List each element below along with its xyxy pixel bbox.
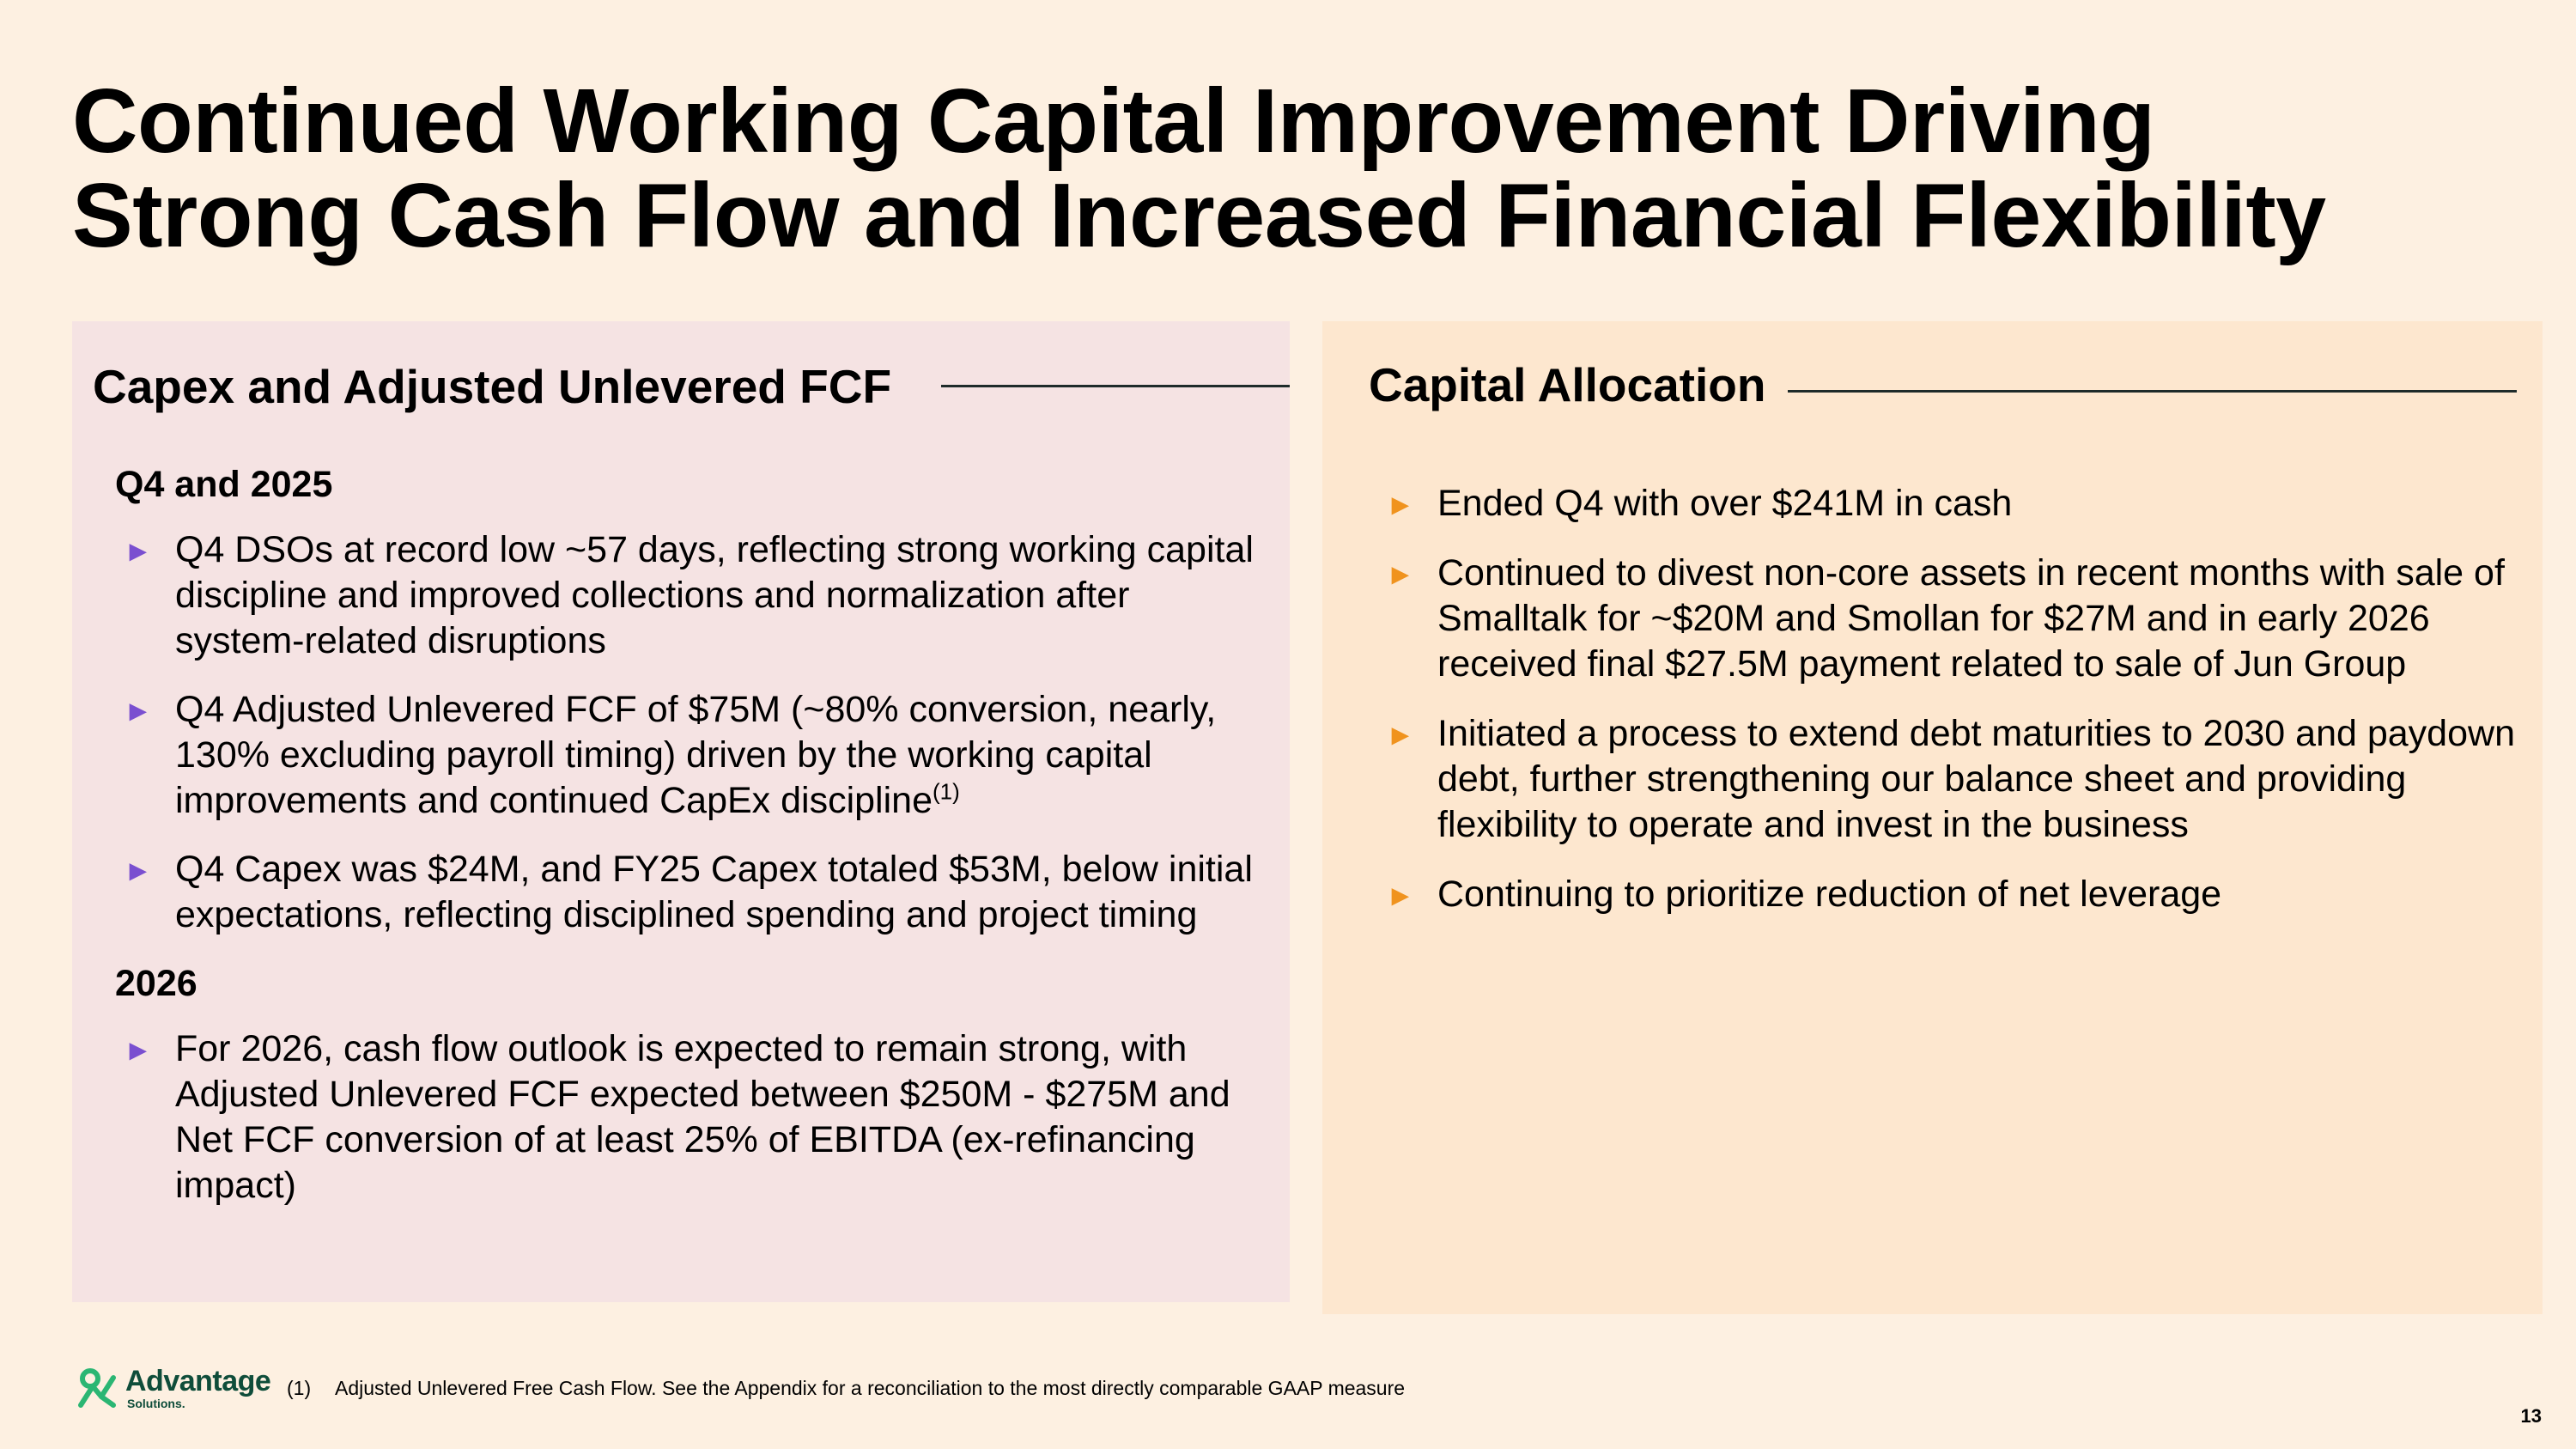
bullet-text: Ended Q4 with over $241M in cash: [1437, 483, 2013, 524]
bullet-item: ► Q4 Adjusted Unlevered FCF of $75M (~80…: [115, 687, 1266, 824]
logo-wordmark: Advantage: [125, 1365, 271, 1397]
bullet-item: ► Q4 Capex was $24M, and FY25 Capex tota…: [115, 847, 1266, 938]
bullet-item: ► Ended Q4 with over $241M in cash: [1377, 481, 2528, 527]
bullet-text: Continued to divest non-core assets in r…: [1437, 552, 2505, 685]
capital-allocation-content: ► Ended Q4 with over $241M in cash ► Con…: [1377, 481, 2528, 941]
bullet-list: ► Q4 DSOs at record low ~57 days, reflec…: [115, 527, 1266, 938]
bullet-item: ► Initiated a process to extend debt mat…: [1377, 711, 2528, 848]
bullet-text: Initiated a process to extend debt matur…: [1437, 713, 2515, 845]
slide-title-line-1: Continued Working Capital Improvement Dr…: [72, 70, 2155, 172]
bullet-list: ► Ended Q4 with over $241M in cash ► Con…: [1377, 481, 2528, 917]
bullet-item: ► Continued to divest non-core assets in…: [1377, 551, 2528, 687]
bullet-arrow-icon: ►: [124, 695, 153, 728]
bullet-arrow-icon: ►: [124, 535, 153, 568]
bullet-arrow-icon: ►: [1386, 558, 1415, 591]
bullet-item: ► For 2026, cash flow outlook is expecte…: [115, 1026, 1266, 1209]
capital-allocation-panel: Capital Allocation ► Ended Q4 with over …: [1322, 321, 2543, 1314]
capex-fcf-content: Q4 and 2025 ► Q4 DSOs at record low ~57 …: [115, 462, 1266, 1232]
bullet-text: Continuing to prioritize reduction of ne…: [1437, 874, 2222, 915]
bullet-arrow-icon: ►: [124, 1034, 153, 1067]
bullet-text: Q4 DSOs at record low ~57 days, reflecti…: [175, 529, 1254, 661]
company-logo: Advantage Solutions.: [76, 1366, 271, 1414]
advantage-logo-icon: [78, 1368, 116, 1408]
footnote-text: Adjusted Unlevered Free Cash Flow. See t…: [335, 1377, 1406, 1399]
capex-fcf-panel: Capex and Adjusted Unlevered FCF Q4 and …: [72, 321, 1290, 1302]
logo-subtext: Solutions.: [127, 1397, 185, 1410]
bullet-item: ► Q4 DSOs at record low ~57 days, reflec…: [115, 527, 1266, 664]
bullet-arrow-icon: ►: [1386, 880, 1415, 912]
section-subhead-2026: 2026: [115, 963, 197, 1004]
bullet-arrow-icon: ►: [1386, 489, 1415, 521]
page-number: 13: [2520, 1405, 2542, 1427]
bullet-arrow-icon: ►: [124, 855, 153, 887]
section-subhead-q4-2025: Q4 and 2025: [115, 464, 333, 505]
bullet-arrow-icon: ►: [1386, 719, 1415, 752]
footnote-number: (1): [287, 1377, 312, 1399]
bullet-text: Q4 Adjusted Unlevered FCF of $75M (~80% …: [175, 689, 1217, 821]
capex-fcf-heading: Capex and Adjusted Unlevered FCF: [93, 360, 892, 413]
bullet-item: ► Continuing to prioritize reduction of …: [1377, 872, 2528, 917]
slide-title: Continued Working Capital Improvement Dr…: [72, 74, 2326, 263]
slide-title-line-2: Strong Cash Flow and Increased Financial…: [72, 165, 2326, 266]
heading-rule: [941, 385, 1290, 387]
footnote: (1) Adjusted Unlevered Free Cash Flow. Se…: [287, 1375, 1405, 1401]
footnote-reference: (1): [932, 778, 960, 805]
bullet-text: For 2026, cash flow outlook is expected …: [175, 1028, 1230, 1206]
bullet-text: Q4 Capex was $24M, and FY25 Capex totale…: [175, 849, 1253, 935]
bullet-list: ► For 2026, cash flow outlook is expecte…: [115, 1026, 1266, 1209]
heading-rule: [1788, 390, 2517, 393]
capital-allocation-heading: Capital Allocation: [1369, 358, 1766, 411]
